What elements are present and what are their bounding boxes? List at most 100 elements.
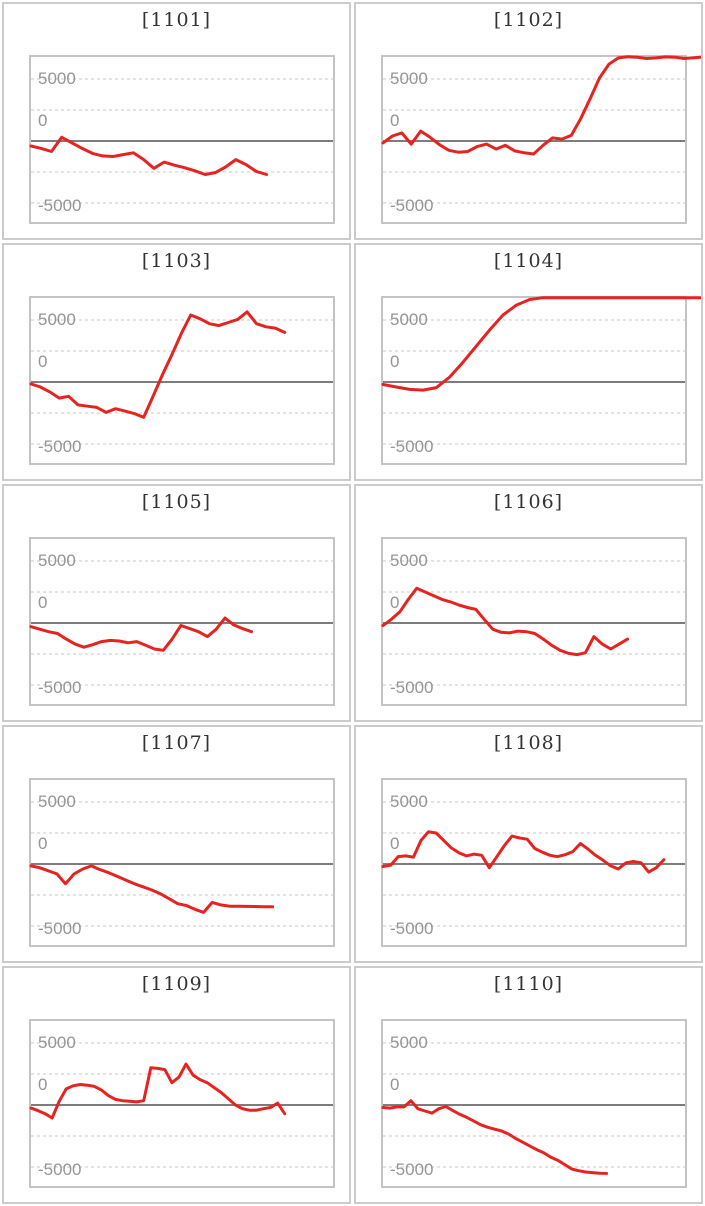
gridline-2500 xyxy=(31,591,333,593)
ytick-zero: 0 xyxy=(38,352,48,371)
ytick-max: 5000 xyxy=(38,69,76,88)
chart-title: [1105] xyxy=(141,491,212,513)
zero-axis-line xyxy=(383,140,685,142)
ytick-zero: 0 xyxy=(390,1075,400,1094)
gridline-2500 xyxy=(383,1073,685,1075)
ytick-min: -5000 xyxy=(390,678,434,697)
gridline-neg2500 xyxy=(383,1135,685,1137)
gridline-neg2500 xyxy=(31,653,333,655)
ytick-min: -5000 xyxy=(38,196,82,215)
gridline-neg5000 xyxy=(31,1166,333,1168)
ytick-max: 5000 xyxy=(38,1033,76,1052)
chart-card-1103: [1103] 5000 0 -5000 xyxy=(2,243,351,481)
ytick-max: 5000 xyxy=(390,310,428,329)
ytick-min: -5000 xyxy=(38,1160,82,1179)
ytick-max: 5000 xyxy=(38,310,76,329)
zero-axis-line xyxy=(383,1104,685,1106)
plot-area: 5000 0 -5000 xyxy=(381,296,687,465)
gridline-2500 xyxy=(31,832,333,834)
gridline-neg5000 xyxy=(383,443,685,445)
ytick-max: 5000 xyxy=(390,69,428,88)
gridline-neg2500 xyxy=(383,412,685,414)
gridline-2500 xyxy=(383,832,685,834)
plot-area: 5000 0 -5000 xyxy=(381,778,687,947)
gridline-5000 xyxy=(31,78,333,80)
gridline-neg2500 xyxy=(31,412,333,414)
zero-axis-line xyxy=(383,863,685,865)
gridline-neg5000 xyxy=(31,202,333,204)
gridline-neg2500 xyxy=(383,894,685,896)
gridline-neg2500 xyxy=(31,1135,333,1137)
ytick-min: -5000 xyxy=(390,1160,434,1179)
ytick-min: -5000 xyxy=(390,437,434,456)
ytick-zero: 0 xyxy=(390,593,400,612)
zero-axis-line xyxy=(383,381,685,383)
chart-title: [1106] xyxy=(493,491,564,513)
gridline-2500 xyxy=(31,1073,333,1075)
ytick-max: 5000 xyxy=(390,1033,428,1052)
chart-title: [1110] xyxy=(493,973,564,995)
chart-card-1106: [1106] 5000 0 -5000 xyxy=(354,484,703,722)
chart-card-1110: [1110] 5000 0 -5000 xyxy=(354,966,703,1204)
ytick-zero: 0 xyxy=(390,834,400,853)
chart-card-1104: [1104] 5000 0 -5000 xyxy=(354,243,703,481)
gridline-neg5000 xyxy=(31,443,333,445)
plot-area: 5000 0 -5000 xyxy=(381,537,687,706)
gridline-5000 xyxy=(31,1042,333,1044)
gridline-neg5000 xyxy=(383,202,685,204)
ytick-min: -5000 xyxy=(38,437,82,456)
chart-title: [1109] xyxy=(141,973,212,995)
chart-title: [1101] xyxy=(141,9,212,31)
ytick-max: 5000 xyxy=(38,551,76,570)
gridline-5000 xyxy=(383,319,685,321)
ytick-zero: 0 xyxy=(38,834,48,853)
zero-axis-line xyxy=(31,622,333,624)
chart-card-1108: [1108] 5000 0 -5000 xyxy=(354,725,703,963)
gridline-5000 xyxy=(383,801,685,803)
gridline-neg5000 xyxy=(383,925,685,927)
ytick-zero: 0 xyxy=(390,352,400,371)
zero-axis-line xyxy=(31,140,333,142)
zero-axis-line xyxy=(31,1104,333,1106)
ytick-zero: 0 xyxy=(38,111,48,130)
chart-card-1102: [1102] 5000 0 -5000 xyxy=(354,2,703,240)
gridline-neg5000 xyxy=(383,684,685,686)
zero-axis-line xyxy=(383,622,685,624)
ytick-min: -5000 xyxy=(390,919,434,938)
gridline-neg2500 xyxy=(31,894,333,896)
chart-title: [1108] xyxy=(493,732,564,754)
gridline-2500 xyxy=(383,350,685,352)
gridline-2500 xyxy=(31,350,333,352)
chart-card-1107: [1107] 5000 0 -5000 xyxy=(2,725,351,963)
plot-area: 5000 0 -5000 xyxy=(381,55,687,224)
plot-area: 5000 0 -5000 xyxy=(29,778,335,947)
gridline-neg2500 xyxy=(31,171,333,173)
gridline-2500 xyxy=(383,591,685,593)
gridline-5000 xyxy=(31,801,333,803)
ytick-zero: 0 xyxy=(38,593,48,612)
ytick-max: 5000 xyxy=(390,792,428,811)
ytick-max: 5000 xyxy=(390,551,428,570)
ytick-zero: 0 xyxy=(390,111,400,130)
gridline-5000 xyxy=(383,560,685,562)
plot-area: 5000 0 -5000 xyxy=(381,1019,687,1188)
chart-title: [1102] xyxy=(493,9,564,31)
zero-axis-line xyxy=(31,863,333,865)
gridline-neg5000 xyxy=(31,925,333,927)
ytick-min: -5000 xyxy=(38,678,82,697)
ytick-max: 5000 xyxy=(38,792,76,811)
gridline-5000 xyxy=(383,78,685,80)
gridline-neg2500 xyxy=(383,653,685,655)
gridline-neg5000 xyxy=(31,684,333,686)
chart-card-1105: [1105] 5000 0 -5000 xyxy=(2,484,351,722)
plot-area: 5000 0 -5000 xyxy=(29,55,335,224)
gridline-5000 xyxy=(383,1042,685,1044)
plot-area: 5000 0 -5000 xyxy=(29,296,335,465)
chart-card-1101: [1101] 5000 0 -5000 xyxy=(2,2,351,240)
chart-title: [1107] xyxy=(141,732,212,754)
ytick-min: -5000 xyxy=(390,196,434,215)
ytick-zero: 0 xyxy=(38,1075,48,1094)
plot-area: 5000 0 -5000 xyxy=(29,537,335,706)
gridline-5000 xyxy=(31,319,333,321)
